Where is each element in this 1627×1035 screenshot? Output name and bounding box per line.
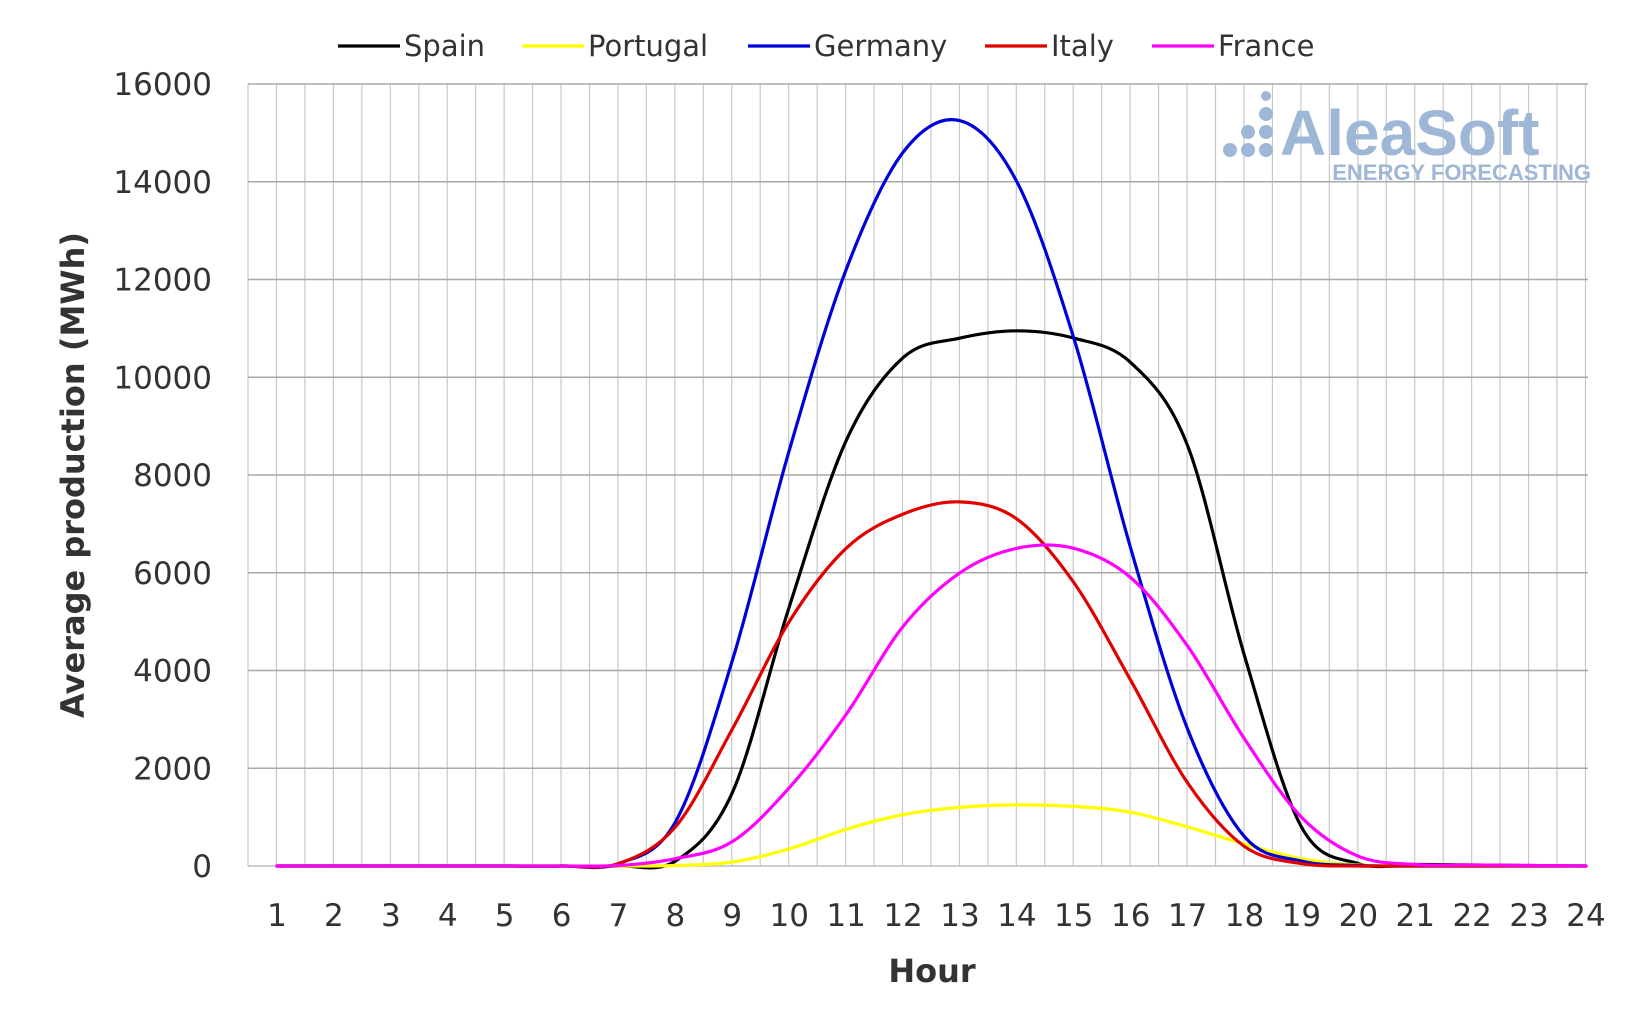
y-tick-label: 2000 (133, 751, 212, 787)
y-tick-label: 4000 (133, 654, 212, 690)
x-tick-label: 4 (438, 898, 458, 934)
x-tick-label: 1 (267, 898, 287, 934)
x-tick-label: 23 (1509, 898, 1548, 934)
x-tick-label: 11 (826, 898, 865, 934)
x-tick-label: 7 (609, 898, 629, 934)
x-tick-label: 20 (1339, 898, 1378, 934)
x-tick-label: 12 (883, 898, 922, 934)
x-tick-label: 8 (666, 898, 686, 934)
x-axis-title: Hour (888, 952, 976, 990)
legend-label-france: France (1218, 29, 1314, 63)
x-tick-label: 17 (1168, 898, 1207, 934)
logo-dots-icon (1223, 91, 1273, 157)
x-tick-label: 13 (940, 898, 979, 934)
x-tick-label: 19 (1282, 898, 1321, 934)
y-tick-label: 0 (192, 849, 212, 885)
logo-tagline: ENERGY FORECASTING (1332, 160, 1591, 185)
y-tick-label: 6000 (133, 556, 212, 592)
x-tick-label: 22 (1452, 898, 1491, 934)
x-tick-label: 24 (1566, 898, 1605, 934)
x-tick-label: 9 (722, 898, 742, 934)
x-tick-label: 18 (1225, 898, 1264, 934)
x-tick-label: 5 (495, 898, 515, 934)
x-tick-label: 14 (997, 898, 1036, 934)
series-line-france (275, 543, 1588, 868)
legend-label-spain: Spain (404, 29, 485, 63)
grid-lines (247, 83, 1588, 867)
x-tick-label: 21 (1396, 898, 1435, 934)
x-axis-ticks: 1 2 3 4 5 6 7 8 9 10 11 12 13 14 15 16 17 18 19 20 21 22 23 24 (267, 898, 1606, 934)
x-tick-label: 15 (1054, 898, 1093, 934)
x-tick-label: 6 (552, 898, 572, 934)
legend-label-portugal: Portugal (588, 29, 708, 63)
y-axis-ticks: 0 2000 4000 6000 8000 10000 12000 14000 16000 (113, 67, 212, 885)
y-tick-label: 12000 (113, 263, 212, 299)
aleasoft-logo: AleaSoft ENERGY FORECASTING (1223, 91, 1591, 185)
x-tick-label: 10 (769, 898, 808, 934)
legend: Spain Portugal Germany Italy France (338, 29, 1314, 63)
legend-label-italy: Italy (1051, 29, 1114, 63)
x-tick-label: 16 (1111, 898, 1150, 934)
logo-name: AleaSoft (1280, 97, 1540, 169)
y-axis-title: Average production (MWh) (54, 232, 92, 718)
data-series (275, 118, 1588, 870)
legend-label-germany: Germany (814, 29, 947, 63)
y-tick-label: 16000 (113, 67, 212, 103)
x-tick-label: 3 (381, 898, 401, 934)
x-tick-label: 2 (324, 898, 344, 934)
y-tick-label: 8000 (133, 458, 212, 494)
y-tick-label: 14000 (113, 165, 212, 201)
y-tick-label: 10000 (113, 360, 212, 396)
